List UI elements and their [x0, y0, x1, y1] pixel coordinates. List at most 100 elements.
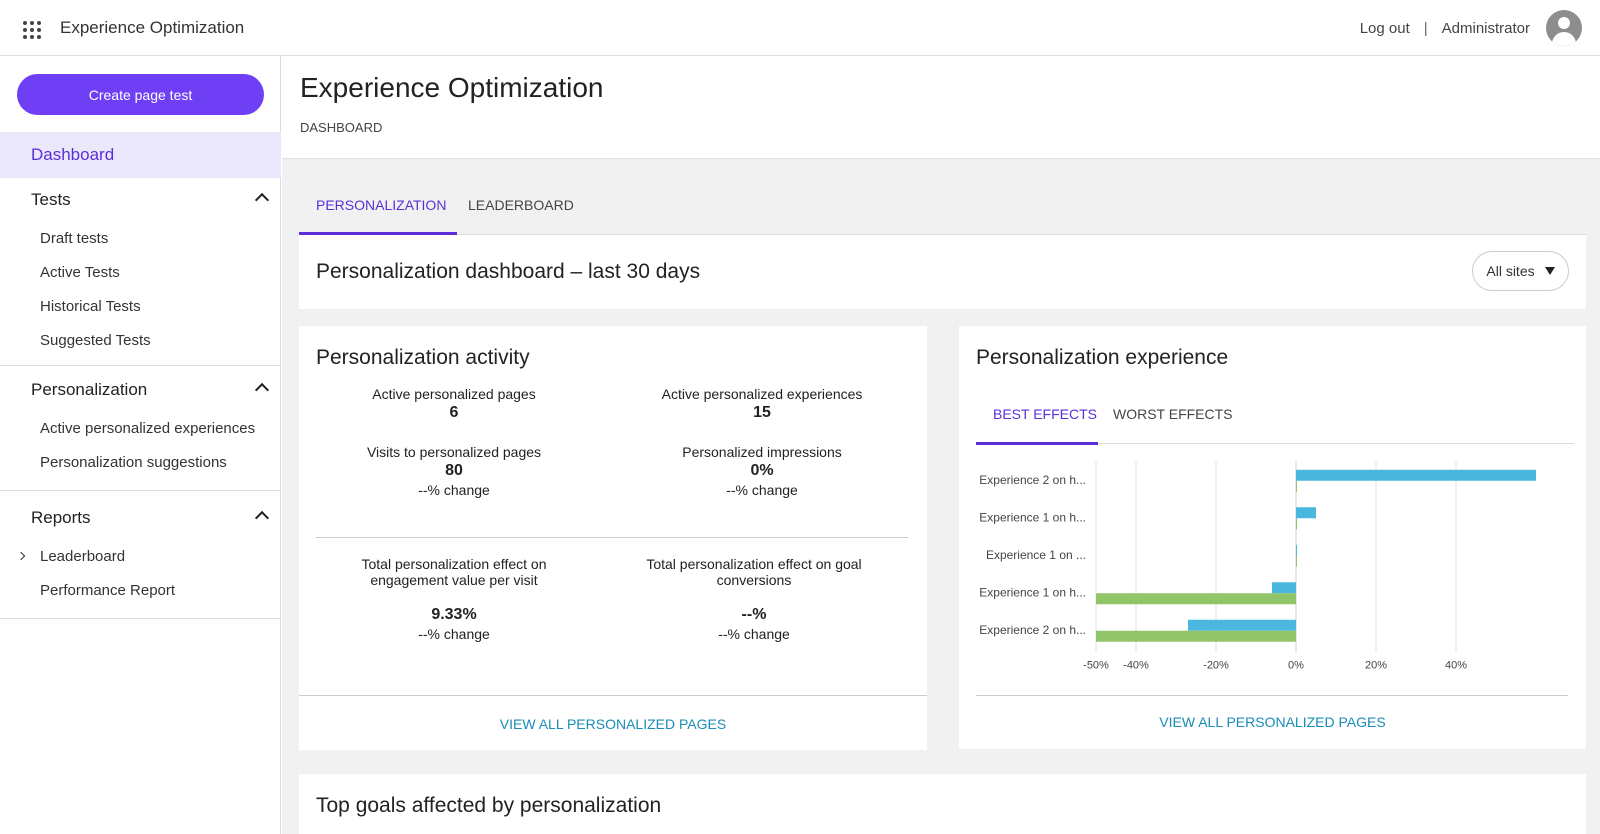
card-title: Personalization activity	[316, 346, 530, 369]
metric-change: --% change	[718, 626, 790, 642]
banner-title: Personalization dashboard – last 30 days	[316, 260, 701, 283]
metric-label: Active personalized pages	[372, 386, 536, 402]
dashboard-banner: Personalization dashboard – last 30 days…	[299, 235, 1586, 309]
divider	[976, 695, 1568, 696]
user-name[interactable]: Administrator	[1441, 19, 1530, 37]
category-label: Experience 1 on h...	[979, 585, 1086, 599]
metric-label-line1: Total personalization effect on goal	[646, 556, 862, 572]
metric-label: Active personalized experiences	[661, 386, 863, 402]
chevron-up-icon[interactable]	[254, 192, 270, 208]
chevron-up-icon[interactable]	[254, 382, 270, 398]
metric-change: --% change	[418, 482, 490, 498]
chevron-right-icon[interactable]	[16, 551, 26, 561]
sidebar: Create page test Dashboard Tests Draft t…	[0, 56, 281, 834]
create-page-test-button[interactable]: Create page test	[17, 74, 264, 115]
separator: |	[1423, 19, 1428, 37]
personalization-activity-card: Personalization activity Active personal…	[299, 326, 927, 750]
sidebar-section-header-tests[interactable]: Tests	[0, 178, 281, 222]
tab-leaderboard[interactable]: LEADERBOARD	[468, 197, 574, 213]
x-tick-label: -20%	[1203, 660, 1229, 672]
category-label: Experience 1 on ...	[986, 548, 1086, 562]
x-tick-label: -50%	[1083, 660, 1109, 672]
sidebar-section-tests: Tests Draft tests Active Tests Historica…	[0, 178, 281, 366]
sidebar-item-performance-report[interactable]: Performance Report	[40, 582, 176, 599]
metric-label-line2: engagement value per visit	[370, 572, 538, 588]
bar	[1296, 507, 1316, 519]
sidebar-item-label: Leaderboard	[40, 548, 126, 565]
metric-goal-effect: Total personalization effect on goal con…	[624, 556, 884, 642]
metric-value: 0%	[750, 462, 774, 479]
view-all-personalized-pages-link[interactable]: VIEW ALL PERSONALIZED PAGES	[1159, 714, 1386, 730]
page-header: Experience Optimization DASHBOARD	[282, 56, 1600, 159]
bar	[1296, 469, 1536, 481]
personalization-experience-card: Personalization experience BEST EFFECTS …	[959, 326, 1586, 749]
metric-value: --%	[741, 606, 767, 623]
app-title: Experience Optimization	[60, 18, 245, 37]
sidebar-item-draft-tests[interactable]: Draft tests	[40, 230, 109, 247]
metric-value: 9.33%	[431, 606, 477, 623]
tab-worst-effects[interactable]: WORST EFFECTS	[1113, 406, 1233, 422]
bar	[1296, 480, 1297, 492]
tab-personalization[interactable]: PERSONALIZATION	[316, 197, 447, 213]
metric-label-line1: Total personalization effect on	[361, 556, 547, 572]
x-tick-label: 20%	[1365, 660, 1387, 672]
sidebar-item-personalization-suggestions[interactable]: Personalization suggestions	[40, 454, 227, 471]
sidebar-item-suggested-tests[interactable]: Suggested Tests	[40, 332, 151, 349]
chevron-up-icon[interactable]	[254, 510, 270, 526]
sidebar-item-active-tests[interactable]: Active Tests	[40, 264, 120, 281]
metric-visits: Visits to personalized pages 80 --% chan…	[329, 444, 579, 498]
sidebar-item-historical-tests[interactable]: Historical Tests	[40, 298, 141, 315]
category-label: Experience 2 on h...	[979, 473, 1086, 487]
metric-engagement-effect: Total personalization effect on engageme…	[329, 556, 579, 642]
site-filter-value: All sites	[1486, 263, 1535, 279]
card-title: Top goals affected by personalization	[316, 794, 662, 817]
bar	[1096, 630, 1296, 642]
metric-label: Visits to personalized pages	[366, 444, 542, 460]
sidebar-section-header-personalization[interactable]: Personalization	[0, 368, 281, 412]
metric-active-experiences: Active personalized experiences 15	[633, 386, 891, 422]
category-label: Experience 2 on h...	[979, 623, 1086, 637]
divider	[316, 537, 908, 538]
sidebar-section-title: Reports	[31, 508, 91, 527]
x-tick-label: 0%	[1288, 660, 1304, 672]
x-tick-label: 40%	[1445, 660, 1467, 672]
sidebar-section-reports: Reports Leaderboard Performance Report	[0, 496, 281, 619]
divider	[299, 695, 927, 696]
x-tick-label: -40%	[1123, 660, 1149, 672]
metric-change: --% change	[726, 482, 798, 498]
metric-value: 80	[445, 462, 463, 479]
metric-change: --% change	[418, 626, 490, 642]
bar	[1188, 619, 1296, 631]
bar	[1096, 593, 1296, 605]
tab-best-effects[interactable]: BEST EFFECTS	[993, 406, 1097, 422]
metric-value: 6	[449, 404, 459, 421]
sidebar-item-active-personalized-experiences[interactable]: Active personalized experiences	[40, 420, 256, 437]
metric-active-pages: Active personalized pages 6	[329, 386, 579, 422]
active-tab-indicator	[976, 442, 1098, 445]
main-tabs: PERSONALIZATION LEADERBOARD	[299, 179, 1586, 235]
app-grid-icon[interactable]	[23, 21, 41, 39]
bar	[1296, 544, 1297, 556]
sidebar-item-dashboard[interactable]: Dashboard	[0, 132, 281, 178]
top-goals-card: Top goals affected by personalization	[299, 774, 1586, 834]
view-all-personalized-pages-link[interactable]: VIEW ALL PERSONALIZED PAGES	[499, 716, 727, 732]
sidebar-item-leaderboard[interactable]: Leaderboard	[0, 540, 281, 574]
effects-bar-chart: Experience 2 on h... Experience 1 on h...…	[979, 461, 1536, 672]
bar	[1296, 555, 1297, 567]
avatar-icon[interactable]	[1546, 10, 1582, 46]
sidebar-section-title: Tests	[31, 190, 71, 209]
category-label: Experience 1 on h...	[979, 510, 1086, 524]
metric-label-line2: conversions	[716, 572, 792, 588]
metric-value: 15	[753, 404, 771, 421]
bar	[1296, 518, 1297, 530]
sidebar-section-title: Personalization	[31, 380, 148, 399]
sidebar-section-header-reports[interactable]: Reports	[0, 496, 281, 540]
logout-link[interactable]: Log out	[1359, 19, 1410, 37]
bar	[1272, 582, 1296, 594]
top-right-area: Log out | Administrator	[1360, 0, 1582, 56]
main-content: Experience Optimization DASHBOARD PERSON…	[282, 56, 1600, 834]
top-bar: Experience Optimization Log out | Admini…	[0, 0, 1600, 56]
site-filter-dropdown[interactable]: All sites	[1472, 251, 1569, 291]
caret-down-icon	[1544, 267, 1555, 275]
card-title: Personalization experience	[976, 346, 1229, 369]
